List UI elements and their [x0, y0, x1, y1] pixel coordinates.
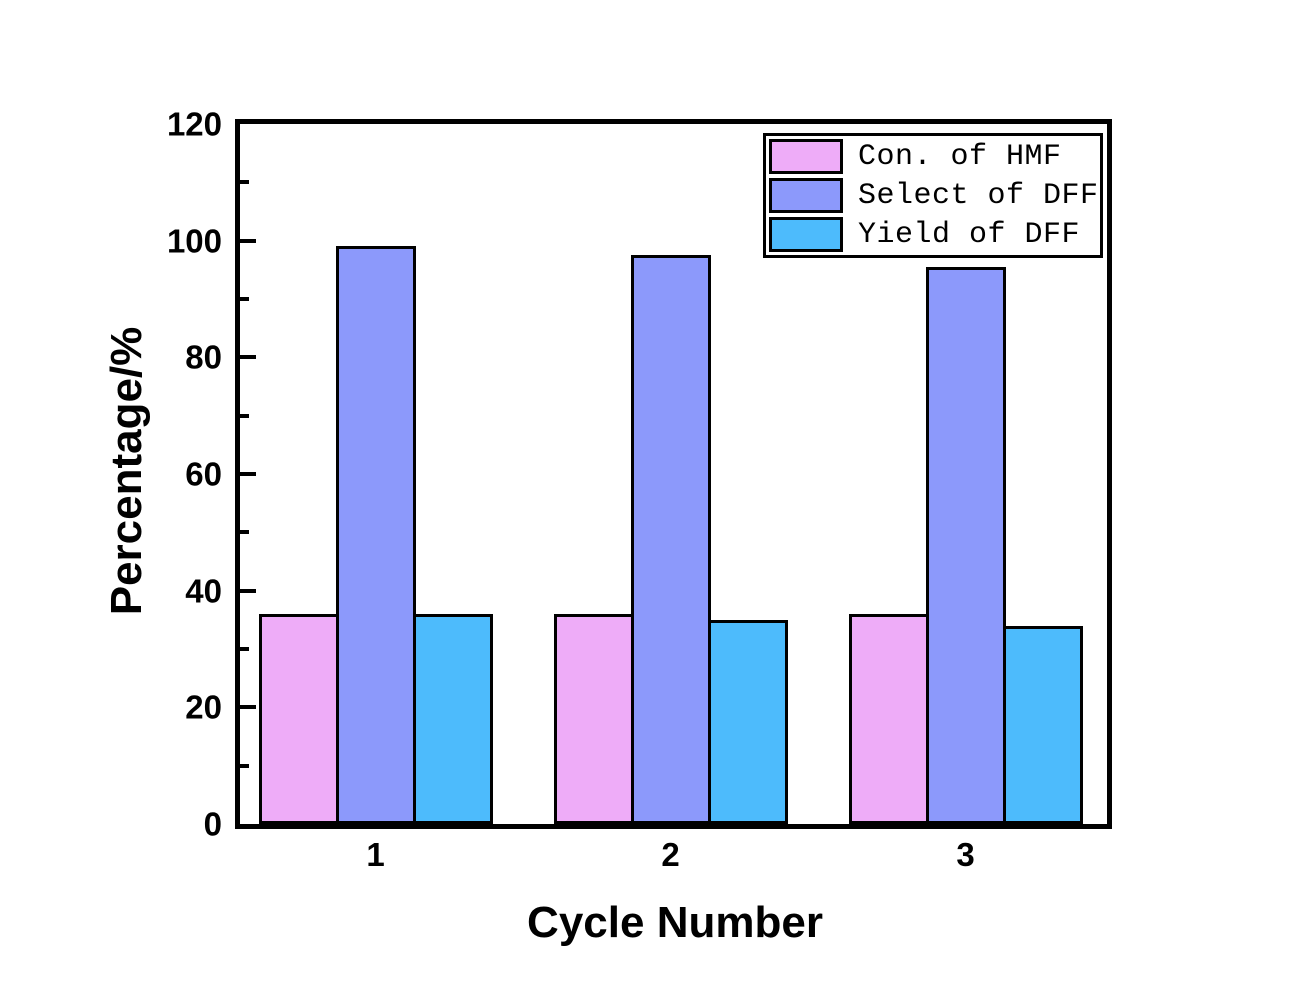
bar-con-of-hmf-cycle-2	[553, 614, 634, 824]
legend-label-yield-of-dff: Yield of DFF	[858, 217, 1081, 252]
legend-item-yield-of-dff: Yield of DFF	[769, 217, 1100, 252]
x-tick-label-2: 2	[661, 836, 680, 873]
bar-select-of-dff-cycle-1	[335, 246, 416, 824]
y-tick-label-0: 0	[203, 805, 222, 843]
plot-area: Con. of HMF Select of DFF Yield of DFF	[235, 119, 1112, 829]
bar-select-of-dff-cycle-2	[630, 255, 711, 824]
y-tick-label-120: 120	[166, 105, 222, 143]
y-tick-label-40: 40	[185, 572, 222, 610]
bar-yield-of-dff-cycle-1	[412, 614, 493, 824]
y-axis-major-tick-100	[240, 238, 256, 243]
y-axis-minor-tick-90	[240, 297, 249, 301]
bar-select-of-dff-cycle-3	[925, 267, 1006, 824]
bar-yield-of-dff-cycle-2	[707, 620, 788, 824]
legend-label-con-of-hmf: Con. of HMF	[858, 139, 1062, 174]
y-axis-minor-tick-70	[240, 413, 249, 418]
legend-item-con-of-hmf: Con. of HMF	[769, 139, 1100, 174]
y-tick-label-60: 60	[185, 455, 222, 493]
legend-swatch-con-of-hmf	[769, 139, 843, 174]
bar-con-of-hmf-cycle-1	[258, 614, 339, 824]
y-tick-label-80: 80	[185, 338, 222, 376]
legend: Con. of HMF Select of DFF Yield of DFF	[763, 133, 1103, 258]
x-tick-label-3: 3	[956, 836, 975, 873]
bar-con-of-hmf-cycle-3	[848, 614, 929, 824]
legend-label-select-of-dff: Select of DFF	[858, 178, 1099, 213]
x-axis-title: Cycle Number	[527, 898, 823, 947]
x-tick-label-1: 1	[366, 836, 385, 873]
y-axis-major-tick-80	[240, 355, 256, 360]
legend-swatch-yield-of-dff	[769, 217, 843, 252]
y-axis-minor-tick-30	[240, 647, 249, 651]
y-tick-label-20: 20	[185, 688, 222, 726]
bar-yield-of-dff-cycle-3	[1002, 626, 1083, 824]
legend-item-select-of-dff: Select of DFF	[769, 178, 1100, 213]
y-axis-major-tick-20	[240, 705, 256, 710]
y-axis-minor-tick-50	[240, 530, 249, 535]
y-axis-minor-tick-10	[240, 763, 249, 768]
y-tick-label-100: 100	[166, 222, 222, 260]
y-axis-minor-tick-110	[240, 180, 249, 185]
y-axis-major-tick-60	[240, 472, 256, 476]
legend-swatch-select-of-dff	[769, 178, 843, 213]
y-axis-major-tick-40	[240, 588, 256, 593]
